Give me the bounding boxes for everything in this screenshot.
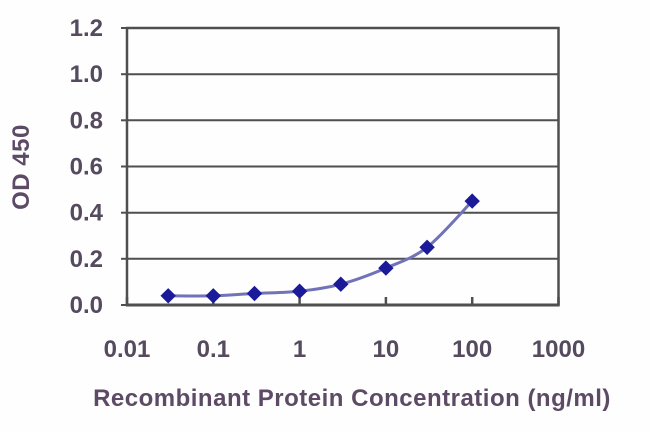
x-tick-label: 1: [293, 336, 306, 363]
data-point-marker: [246, 285, 263, 302]
data-point-marker: [291, 283, 308, 299]
x-tick-label: 1000: [532, 336, 585, 363]
y-tick-label: 1.0: [70, 61, 103, 88]
x-tick-label: 0.1: [197, 336, 230, 363]
x-tick-label: 0.01: [104, 336, 151, 363]
data-series: [160, 193, 480, 304]
y-tick-label: 1.2: [70, 15, 103, 42]
x-tick-label: 100: [452, 336, 492, 363]
y-tick-label: 0.8: [70, 107, 103, 134]
gridlines: [127, 27, 559, 306]
x-axis-title: Recombinant Protein Concentration (ng/ml…: [93, 385, 611, 412]
data-point-marker: [333, 276, 349, 292]
y-tick-label: 0.0: [70, 292, 103, 319]
x-tick-label: 10: [373, 336, 400, 363]
data-point-marker: [419, 239, 435, 256]
data-point-marker: [464, 193, 480, 209]
axis-ticks: [121, 27, 560, 306]
axis-tick-labels: 0.01 0.1 1 10 100 1000 0.0 0.2 0.4 0.6 0.8 1.0 1.2: [70, 15, 586, 363]
data-point-marker: [378, 260, 394, 276]
data-point-marker: [160, 288, 176, 304]
y-tick-label: 0.6: [70, 154, 103, 181]
data-point-marker: [205, 288, 222, 304]
y-axis-title: OD 450: [8, 124, 35, 210]
y-tick-label: 0.4: [70, 200, 104, 227]
y-tick-label: 0.2: [70, 246, 103, 273]
